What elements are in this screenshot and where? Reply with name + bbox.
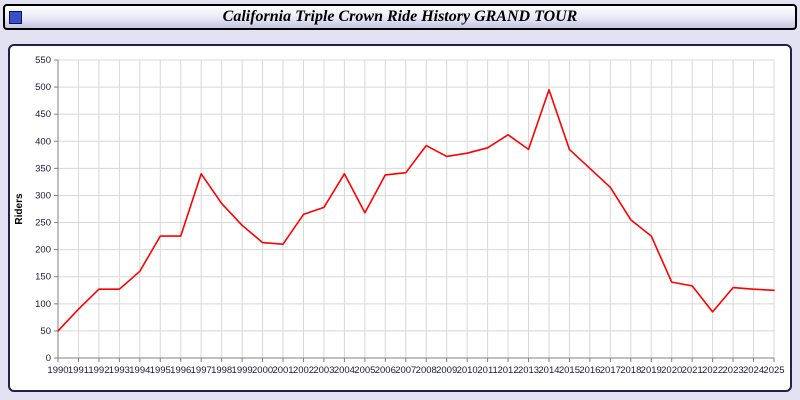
svg-text:2023: 2023 <box>723 365 744 376</box>
window-title: California Triple Crown Ride History GRA… <box>222 8 578 25</box>
svg-text:2008: 2008 <box>416 365 437 376</box>
svg-text:1994: 1994 <box>129 365 150 376</box>
svg-text:2012: 2012 <box>497 365 518 376</box>
svg-text:2004: 2004 <box>334 365 355 376</box>
svg-text:2005: 2005 <box>354 365 375 376</box>
svg-text:1992: 1992 <box>88 365 109 376</box>
svg-text:450: 450 <box>35 109 51 120</box>
svg-text:1991: 1991 <box>68 365 89 376</box>
svg-text:50: 50 <box>40 326 51 337</box>
svg-text:100: 100 <box>35 299 51 310</box>
svg-text:2002: 2002 <box>293 365 314 376</box>
svg-text:500: 500 <box>35 82 51 93</box>
svg-text:2021: 2021 <box>682 365 703 376</box>
svg-text:2011: 2011 <box>477 365 497 376</box>
svg-text:2014: 2014 <box>538 365 559 376</box>
svg-text:1996: 1996 <box>170 365 191 376</box>
svg-text:1997: 1997 <box>191 365 212 376</box>
svg-text:2009: 2009 <box>436 365 457 376</box>
svg-text:2016: 2016 <box>579 365 600 376</box>
svg-text:400: 400 <box>35 136 51 147</box>
svg-text:2025: 2025 <box>763 365 784 376</box>
svg-text:2003: 2003 <box>313 365 334 376</box>
y-axis-label: Riders <box>14 193 25 225</box>
svg-text:200: 200 <box>35 245 51 256</box>
svg-text:0: 0 <box>46 353 51 364</box>
app-icon <box>9 10 22 24</box>
svg-text:2006: 2006 <box>375 365 396 376</box>
window-titlebar: California Triple Crown Ride History GRA… <box>3 4 797 30</box>
svg-text:2018: 2018 <box>620 365 641 376</box>
svg-text:350: 350 <box>35 163 51 174</box>
svg-text:2020: 2020 <box>661 365 682 376</box>
svg-text:1993: 1993 <box>109 365 130 376</box>
svg-text:2000: 2000 <box>252 365 273 376</box>
svg-text:2001: 2001 <box>272 365 293 376</box>
svg-text:2013: 2013 <box>518 365 539 376</box>
svg-text:2010: 2010 <box>457 365 478 376</box>
riders-series-line <box>57 88 775 332</box>
chart-panel: 0 50 100 150 200 250 300 350 400 450 500 550 1990 199… <box>8 44 792 392</box>
svg-text:1990: 1990 <box>47 365 68 376</box>
svg-text:250: 250 <box>35 218 51 229</box>
svg-text:300: 300 <box>35 190 51 201</box>
svg-text:1999: 1999 <box>232 365 253 376</box>
svg-text:2019: 2019 <box>641 365 662 376</box>
svg-text:2022: 2022 <box>702 365 723 376</box>
svg-text:150: 150 <box>35 272 51 283</box>
svg-text:2017: 2017 <box>600 365 621 376</box>
svg-text:2024: 2024 <box>743 365 764 376</box>
svg-text:1995: 1995 <box>150 365 171 376</box>
svg-text:550: 550 <box>35 55 51 66</box>
svg-text:1998: 1998 <box>211 365 232 376</box>
svg-text:2007: 2007 <box>395 365 416 376</box>
svg-text:2015: 2015 <box>559 365 580 376</box>
